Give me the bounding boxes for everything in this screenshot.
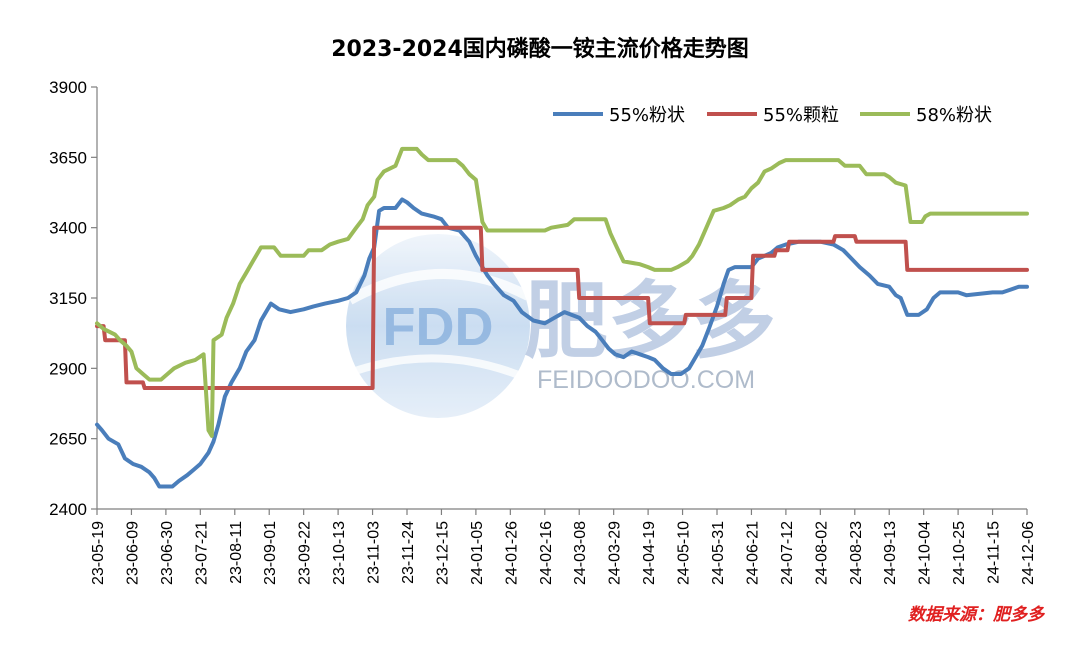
x-tick-label: 23-10-13 [331,521,348,585]
y-tick-label: 2650 [49,430,87,449]
x-tick-label: 24-02-16 [538,521,555,585]
x-tick-label: 23-12-15 [434,521,451,585]
watermark: FDD 肥多多 FEIDOODOO.COM [346,234,776,418]
x-tick-label: 23-07-21 [193,521,210,585]
series-line-0 [95,197,1029,489]
x-tick-label: 23-11-03 [366,521,383,584]
x-tick-label: 24-10-25 [951,521,968,585]
legend-label: 55%颗粒 [763,105,839,126]
y-tick-label: 2900 [49,359,87,378]
x-tick-label: 24-05-31 [710,521,727,585]
watermark-logo-text: FDD [383,297,494,357]
watermark-url: FEIDOODOO.COM [537,366,755,394]
x-tick-label: 24-11-15 [986,521,1003,584]
x-tick-label: 23-09-22 [297,521,314,585]
x-tick-label: 24-08-23 [848,521,865,585]
y-ticks: 2400 2650 2900 3150 3400 3650 3900 [49,78,97,519]
x-tick-label: 24-01-26 [503,521,520,585]
x-tick-label: 23-06-30 [159,521,176,585]
legend-label: 55%粉状 [609,105,685,126]
source-text: 数据来源：肥多多 [908,605,1046,625]
x-tick-label: 24-07-12 [779,521,796,585]
y-tick-label: 3650 [49,148,87,167]
x-tick-label: 23-05-19 [90,521,107,585]
legend-label: 58%粉状 [916,105,992,126]
y-tick-label: 3900 [49,78,87,97]
x-tick-label: 23-08-11 [228,521,245,584]
x-tick-label: 24-03-08 [572,521,589,585]
x-tick-label: 24-03-29 [607,521,624,585]
x-tick-label: 24-06-21 [744,521,761,585]
watermark-wave-1 [347,269,531,305]
chart-title: 2023-2024国内磷酸一铵主流价格走势图 [331,36,749,62]
x-tick-label: 23-09-01 [262,521,279,585]
x-tick-label: 24-08-02 [813,521,830,585]
series-line-1 [95,225,1029,390]
y-tick-label: 3150 [49,289,87,308]
x-tick-label: 24-04-19 [641,521,658,585]
x-tick-label: 24-05-10 [676,521,693,585]
x-tick-label: 23-06-09 [124,521,141,585]
x-tick-label: 24-12-06 [1020,521,1037,585]
x-ticks: 23-05-19 23-06-09 23-06-30 23-07-21 23-08-11… [90,509,1037,585]
x-tick-label: 24-01-05 [469,521,486,585]
series-line-2 [95,146,1029,438]
legend: 55%粉状 55%颗粒 58%粉状 [553,105,992,126]
series-lines [95,146,1029,489]
x-tick-label: 24-10-04 [917,521,934,585]
y-tick-label: 3400 [49,219,87,238]
x-tick-label: 24-09-13 [882,521,899,585]
x-tick-label: 23-11-24 [400,521,417,584]
y-tick-label: 2400 [49,500,87,519]
